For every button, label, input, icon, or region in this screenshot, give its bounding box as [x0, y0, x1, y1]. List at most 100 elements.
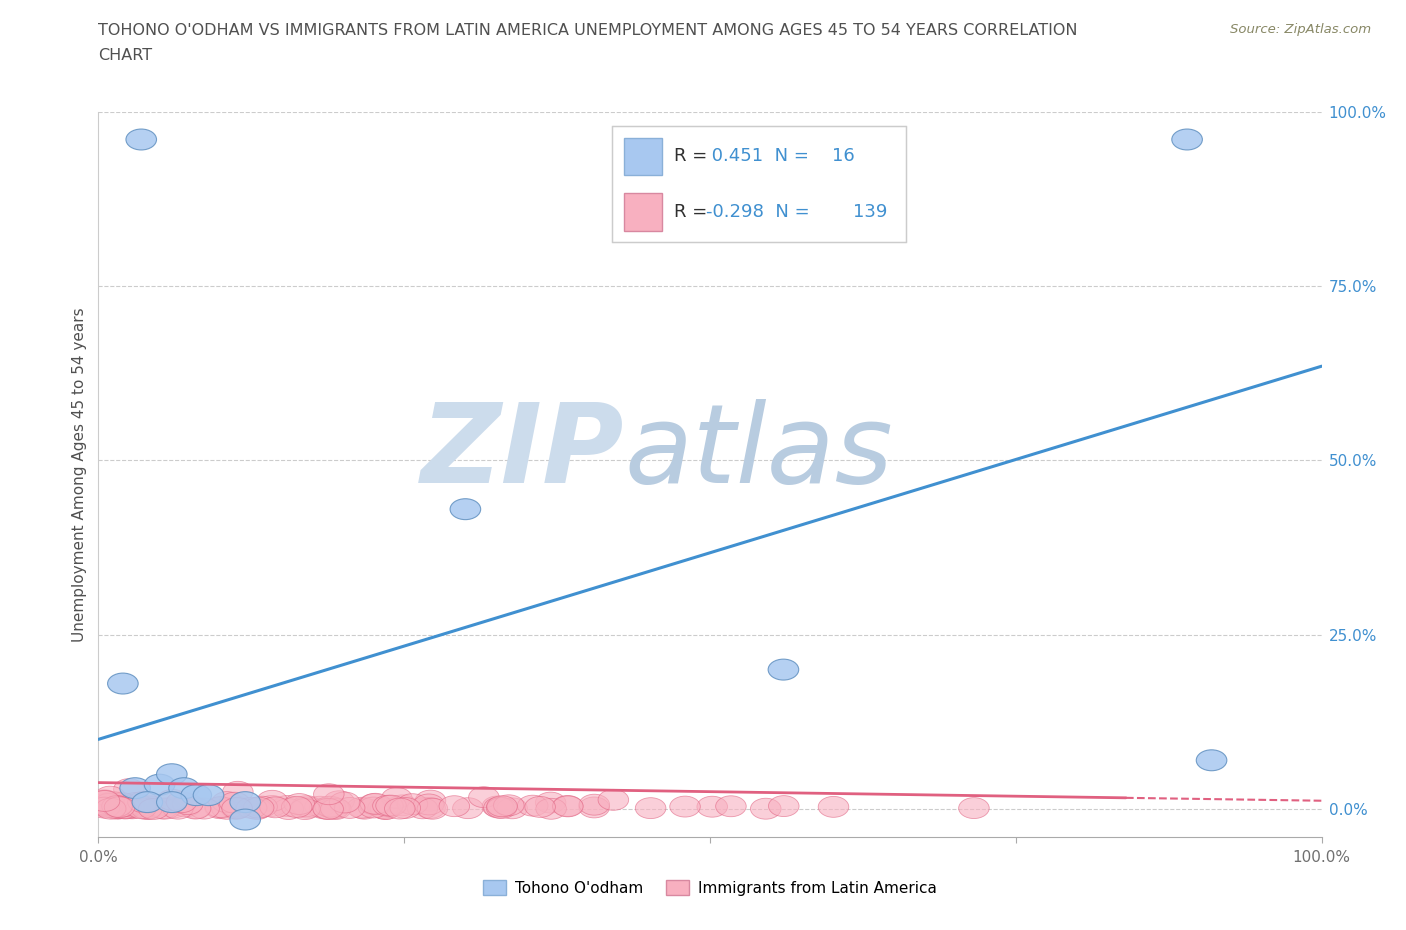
Ellipse shape — [101, 798, 132, 819]
Ellipse shape — [170, 796, 201, 817]
Ellipse shape — [697, 796, 727, 817]
Ellipse shape — [145, 774, 174, 795]
Ellipse shape — [415, 790, 446, 811]
Ellipse shape — [349, 798, 380, 819]
Ellipse shape — [89, 790, 120, 811]
Ellipse shape — [486, 796, 517, 817]
Ellipse shape — [108, 794, 138, 816]
Ellipse shape — [384, 798, 415, 819]
Text: 0.451  N =: 0.451 N = — [706, 147, 814, 166]
Ellipse shape — [94, 793, 125, 815]
Ellipse shape — [117, 798, 148, 818]
Text: Source: ZipAtlas.com: Source: ZipAtlas.com — [1230, 23, 1371, 36]
Ellipse shape — [439, 796, 470, 817]
Ellipse shape — [103, 792, 132, 813]
Ellipse shape — [716, 796, 747, 817]
Ellipse shape — [375, 795, 406, 816]
Text: TOHONO O'ODHAM VS IMMIGRANTS FROM LATIN AMERICA UNEMPLOYMENT AMONG AGES 45 TO 54: TOHONO O'ODHAM VS IMMIGRANTS FROM LATIN … — [98, 23, 1078, 38]
Ellipse shape — [219, 792, 250, 813]
Text: atlas: atlas — [624, 399, 893, 506]
Ellipse shape — [517, 795, 548, 817]
Ellipse shape — [100, 798, 131, 818]
Ellipse shape — [157, 790, 188, 810]
Ellipse shape — [636, 798, 666, 818]
Ellipse shape — [101, 796, 132, 817]
Ellipse shape — [132, 791, 163, 813]
Ellipse shape — [536, 798, 567, 819]
Ellipse shape — [104, 797, 135, 817]
Text: 139: 139 — [853, 203, 887, 221]
Ellipse shape — [121, 792, 150, 814]
Ellipse shape — [256, 795, 287, 817]
Ellipse shape — [193, 785, 224, 805]
Ellipse shape — [360, 793, 391, 815]
Ellipse shape — [128, 791, 159, 813]
Ellipse shape — [309, 798, 340, 819]
Ellipse shape — [89, 795, 120, 817]
Ellipse shape — [104, 796, 135, 817]
Ellipse shape — [108, 673, 138, 694]
Ellipse shape — [148, 798, 177, 819]
Ellipse shape — [114, 778, 145, 800]
Ellipse shape — [387, 795, 418, 816]
Ellipse shape — [370, 799, 401, 819]
Ellipse shape — [94, 797, 125, 817]
Ellipse shape — [321, 799, 352, 819]
Ellipse shape — [156, 791, 187, 813]
Ellipse shape — [373, 795, 404, 817]
Ellipse shape — [751, 798, 782, 819]
Ellipse shape — [453, 798, 484, 818]
Ellipse shape — [769, 796, 799, 817]
Ellipse shape — [94, 786, 125, 807]
Ellipse shape — [134, 798, 163, 819]
Ellipse shape — [243, 797, 274, 818]
Ellipse shape — [413, 794, 444, 815]
Ellipse shape — [117, 797, 148, 818]
Ellipse shape — [959, 798, 990, 818]
Ellipse shape — [524, 796, 555, 817]
Bar — [624, 138, 662, 175]
Ellipse shape — [271, 795, 302, 817]
Ellipse shape — [90, 790, 121, 812]
Ellipse shape — [105, 794, 135, 815]
Ellipse shape — [212, 791, 242, 813]
Y-axis label: Unemployment Among Ages 45 to 54 years: Unemployment Among Ages 45 to 54 years — [72, 307, 87, 642]
Ellipse shape — [236, 797, 267, 818]
Ellipse shape — [389, 798, 420, 818]
Ellipse shape — [319, 798, 350, 818]
Ellipse shape — [89, 794, 120, 815]
Ellipse shape — [120, 777, 150, 799]
Ellipse shape — [450, 498, 481, 520]
Ellipse shape — [290, 799, 321, 819]
Ellipse shape — [314, 784, 344, 804]
Ellipse shape — [97, 791, 128, 813]
Text: CHART: CHART — [98, 48, 152, 63]
Ellipse shape — [242, 799, 273, 819]
Ellipse shape — [135, 796, 165, 817]
Ellipse shape — [205, 798, 235, 818]
Ellipse shape — [138, 799, 169, 819]
Ellipse shape — [89, 790, 120, 811]
Ellipse shape — [415, 798, 446, 818]
Ellipse shape — [1171, 129, 1202, 150]
Ellipse shape — [579, 797, 609, 817]
Ellipse shape — [281, 796, 312, 817]
Ellipse shape — [231, 791, 260, 813]
Ellipse shape — [108, 798, 139, 818]
Bar — [624, 193, 662, 231]
Ellipse shape — [222, 781, 253, 803]
Ellipse shape — [494, 795, 524, 816]
Ellipse shape — [127, 129, 156, 150]
Ellipse shape — [314, 799, 343, 819]
Ellipse shape — [553, 796, 583, 817]
Ellipse shape — [818, 796, 849, 817]
Ellipse shape — [359, 793, 389, 815]
Ellipse shape — [319, 798, 349, 818]
Ellipse shape — [221, 798, 252, 819]
Ellipse shape — [536, 792, 567, 813]
Ellipse shape — [89, 796, 120, 817]
Ellipse shape — [247, 796, 277, 817]
Ellipse shape — [101, 792, 132, 814]
Ellipse shape — [173, 793, 202, 815]
Ellipse shape — [150, 798, 180, 819]
